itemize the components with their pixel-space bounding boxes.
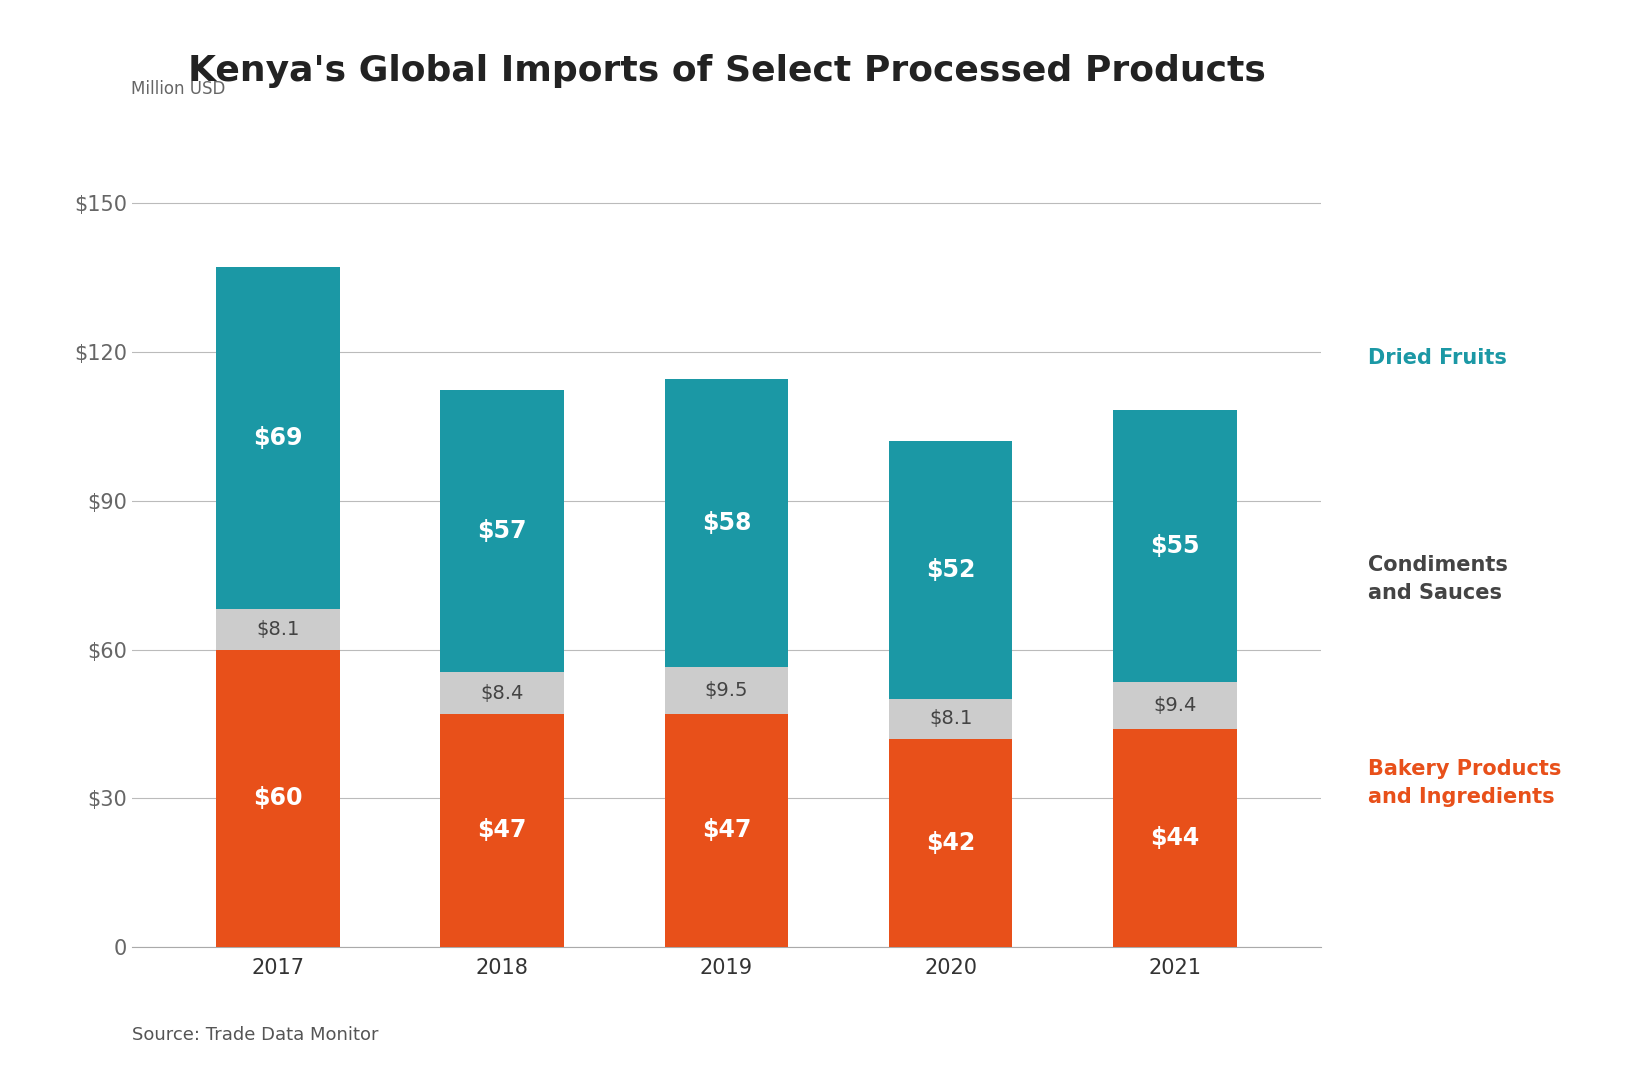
Text: $9.4: $9.4 <box>1154 696 1197 716</box>
Bar <box>1113 728 1237 947</box>
Text: Condiments
and Sauces: Condiments and Sauces <box>1369 555 1509 603</box>
Bar <box>888 739 1012 947</box>
Text: $58: $58 <box>702 511 751 535</box>
Bar <box>888 698 1012 739</box>
Text: $47: $47 <box>477 819 527 843</box>
Bar <box>216 650 340 947</box>
Text: $42: $42 <box>926 831 976 854</box>
Text: $44: $44 <box>1151 826 1200 850</box>
Bar <box>1113 410 1237 682</box>
Bar <box>665 714 788 947</box>
Bar <box>441 672 565 714</box>
Text: $55: $55 <box>1151 534 1200 558</box>
Text: Dried Fruits: Dried Fruits <box>1369 349 1507 368</box>
Text: $69: $69 <box>253 426 302 451</box>
Text: $9.5: $9.5 <box>705 681 748 699</box>
Bar <box>441 714 565 947</box>
Text: $52: $52 <box>926 557 976 582</box>
Text: Source: Trade Data Monitor: Source: Trade Data Monitor <box>132 1025 378 1044</box>
Text: $57: $57 <box>477 519 527 543</box>
Bar <box>1113 682 1237 728</box>
Text: Kenya's Global Imports of Select Processed Products: Kenya's Global Imports of Select Process… <box>188 54 1265 88</box>
Text: Bakery Products
and Ingredients: Bakery Products and Ingredients <box>1369 760 1562 807</box>
Bar <box>441 390 565 672</box>
Text: $60: $60 <box>253 787 302 810</box>
Text: $8.4: $8.4 <box>480 683 523 703</box>
Bar <box>665 380 788 667</box>
Bar <box>216 268 340 609</box>
Bar <box>216 609 340 650</box>
Text: $8.1: $8.1 <box>930 709 972 728</box>
Text: $47: $47 <box>702 819 751 843</box>
Text: Million USD: Million USD <box>130 80 225 98</box>
Bar <box>665 667 788 714</box>
Text: $8.1: $8.1 <box>256 620 299 639</box>
Bar <box>888 441 1012 698</box>
